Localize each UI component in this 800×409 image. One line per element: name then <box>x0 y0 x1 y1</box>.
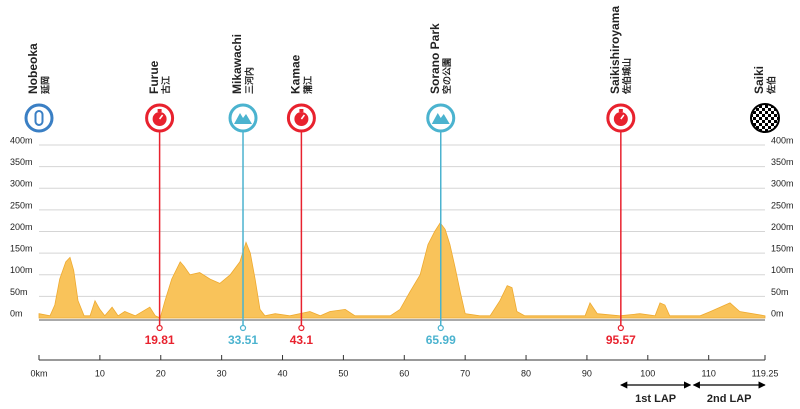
y-tick-label: 100m <box>10 265 33 275</box>
waypoint-km: 95.57 <box>606 333 636 347</box>
waypoint-name: Saiki <box>752 66 766 94</box>
x-tick-label: 50 <box>338 368 348 378</box>
waypoint-dot <box>298 324 305 332</box>
waypoint-name-jp: 佐伯 <box>765 76 776 95</box>
kom-icon-inner <box>234 113 253 124</box>
waypoint: Sorano Park 空の公園 65.99 <box>426 23 456 347</box>
waypoint-name-jp: 蒲江 <box>302 76 313 94</box>
y-tick-label-right: 150m <box>771 244 794 254</box>
waypoint: Saikishiroyama 佐伯城山 95.57 <box>606 6 636 348</box>
waypoint-name: Kamae <box>289 54 303 94</box>
waypoint-name: Saikishiroyama <box>608 6 622 94</box>
waypoint-km: 19.81 <box>145 333 175 347</box>
y-tick-label-right: 100m <box>771 265 794 275</box>
y-tick-label-right: 250m <box>771 200 794 210</box>
y-tick-label: 150m <box>10 244 33 254</box>
waypoint-name-jp: 佐伯城山 <box>621 58 632 95</box>
waypoint-name-jp: 空の公園 <box>441 58 452 94</box>
y-tick-label-right: 200m <box>771 222 794 232</box>
y-tick-label: 50m <box>10 287 28 297</box>
finish-icon <box>750 103 780 133</box>
x-tick-label: 0km <box>30 368 47 378</box>
y-tick-label: 350m <box>10 157 33 167</box>
waypoint-name-jp: 古江 <box>160 76 171 94</box>
y-tick-label: 300m <box>10 179 33 189</box>
waypoint-name: Nobeoka <box>26 43 40 94</box>
x-tick-label: 70 <box>460 368 470 378</box>
x-tick-label: 80 <box>521 368 531 378</box>
x-tick-label: 119.25 <box>752 368 779 378</box>
sprint-icon-hand <box>159 114 164 120</box>
waypoint: Mikawachi 三河内 33.51 <box>228 34 258 347</box>
lap-label: 2nd LAP <box>707 393 752 405</box>
y-tick-label-right: 350m <box>771 157 794 167</box>
sprint-icon-hand <box>620 114 625 120</box>
waypoint: Kamae 蒲江 43.1 <box>286 54 316 347</box>
y-tick-label-right: 400m <box>771 135 794 145</box>
waypoint: Furue 古江 19.81 <box>145 60 175 347</box>
waypoint-name: Mikawachi <box>230 34 244 94</box>
waypoint-dot <box>156 324 163 332</box>
sprint-icon-hand <box>300 114 305 120</box>
lap-label: 1st LAP <box>635 393 676 405</box>
elevation-area <box>38 222 766 319</box>
x-tick-label: 100 <box>640 368 655 378</box>
kom-icon-inner <box>431 113 450 124</box>
x-tick-label: 60 <box>399 368 409 378</box>
x-tick-label: 10 <box>95 368 105 378</box>
y-tick-label: 0m <box>10 308 23 318</box>
sprint-icon-top <box>157 109 162 112</box>
waypoint-dot <box>239 324 247 332</box>
x-tick-label: 110 <box>702 368 716 378</box>
waypoint-name-jp: 延岡 <box>39 76 50 95</box>
waypoint-km: 65.99 <box>426 333 456 347</box>
x-tick-label: 40 <box>278 368 288 378</box>
waypoint-km: 33.51 <box>228 333 258 347</box>
waypoint: Nobeoka 延岡 <box>24 43 54 133</box>
x-tick-label: 30 <box>217 368 227 378</box>
waypoint: Saiki 佐伯 <box>750 66 780 133</box>
y-tick-label: 200m <box>10 222 33 232</box>
y-tick-label-right: 0m <box>771 308 784 318</box>
sprint-icon-top <box>618 109 623 112</box>
waypoint-dot <box>617 324 624 332</box>
y-tick-label-right: 50m <box>771 287 789 297</box>
waypoint-name-jp: 三河内 <box>243 67 254 94</box>
start-icon <box>24 103 54 133</box>
y-tick-label: 400m <box>10 135 33 145</box>
y-tick-label: 250m <box>10 200 33 210</box>
waypoint-dot <box>437 324 444 332</box>
y-tick-label-right: 300m <box>771 179 794 189</box>
x-tick-label: 90 <box>582 368 592 378</box>
start-icon-inner <box>34 110 44 126</box>
waypoint-km: 43.1 <box>290 333 314 347</box>
x-tick-label: 20 <box>156 368 166 378</box>
sprint-icon-top <box>299 109 304 112</box>
waypoint-name: Furue <box>147 60 161 94</box>
waypoint-name: Sorano Park <box>428 23 442 94</box>
